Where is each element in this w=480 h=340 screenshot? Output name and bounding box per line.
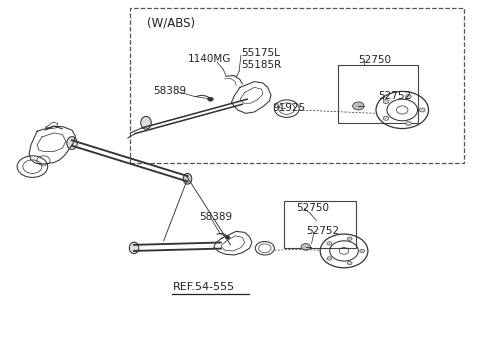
Circle shape bbox=[383, 100, 389, 104]
Circle shape bbox=[383, 116, 389, 120]
Bar bbox=[284, 201, 356, 248]
Circle shape bbox=[353, 102, 364, 110]
Text: 52752: 52752 bbox=[306, 226, 339, 236]
Text: 55185R: 55185R bbox=[241, 60, 281, 70]
Circle shape bbox=[360, 249, 364, 253]
Circle shape bbox=[420, 108, 425, 112]
Text: 52752: 52752 bbox=[378, 91, 411, 101]
Text: 1140MG: 1140MG bbox=[188, 54, 231, 64]
Circle shape bbox=[207, 97, 213, 101]
Circle shape bbox=[406, 121, 411, 125]
Text: (W/ABS): (W/ABS) bbox=[147, 17, 195, 30]
Circle shape bbox=[225, 236, 230, 239]
Ellipse shape bbox=[141, 116, 151, 129]
Text: REF.54-555: REF.54-555 bbox=[173, 282, 235, 292]
Circle shape bbox=[327, 242, 332, 245]
Ellipse shape bbox=[129, 242, 139, 254]
Circle shape bbox=[327, 257, 332, 260]
Text: 55175L: 55175L bbox=[241, 48, 280, 58]
Circle shape bbox=[406, 95, 411, 99]
Text: 58389: 58389 bbox=[153, 86, 186, 96]
Ellipse shape bbox=[67, 137, 77, 149]
Text: 52750: 52750 bbox=[296, 203, 329, 213]
Circle shape bbox=[301, 243, 311, 250]
Text: 52750: 52750 bbox=[359, 55, 391, 65]
Circle shape bbox=[347, 261, 352, 265]
Text: 91925: 91925 bbox=[273, 103, 306, 113]
Bar bbox=[338, 66, 418, 123]
Text: 58389: 58389 bbox=[199, 211, 233, 222]
Circle shape bbox=[347, 237, 352, 240]
Ellipse shape bbox=[183, 173, 192, 184]
